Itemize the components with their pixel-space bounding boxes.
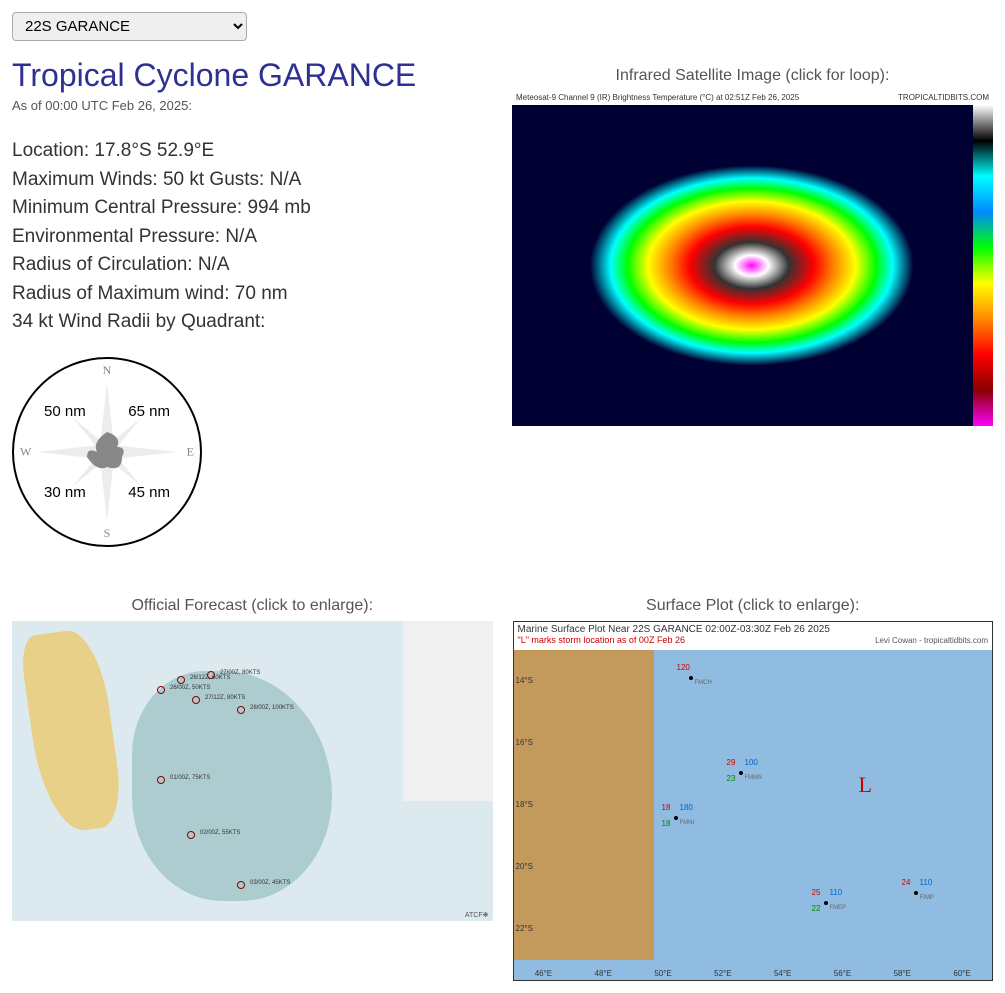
forecast-point: 27/00Z, 80KTS <box>207 671 215 679</box>
forecast-point-label: 03/00Z, 45KTS <box>250 880 290 886</box>
quad-ne-value: 65 nm <box>128 403 170 420</box>
satellite-image-header: Meteosat-9 Channel 9 (IR) Brightness Tem… <box>512 91 993 105</box>
satellite-section-title: Infrared Satellite Image (click for loop… <box>512 67 993 85</box>
forecast-point: 27/12Z, 80KTS <box>192 696 200 704</box>
forecast-cone <box>132 671 332 901</box>
axis-tick: 18°S <box>516 800 533 809</box>
hurricane-icon <box>82 427 132 477</box>
surface-image[interactable]: Marine Surface Plot Near 22S GARANCE 02:… <box>513 621 994 981</box>
forecast-point: 26/00Z, 50KTS <box>157 686 165 694</box>
surface-image-header: Marine Surface Plot Near 22S GARANCE 02:… <box>514 622 993 650</box>
forecast-point-label: 26/00Z, 50KTS <box>170 685 210 691</box>
forecast-point-label: 02/00Z, 55KTS <box>200 830 240 836</box>
forecast-image[interactable]: JTWC 26/00Z, 50KTS26/12Z, 60KTS27/00Z, 8… <box>12 621 493 921</box>
surface-x-axis: 46°E 48°E 50°E 52°E 54°E 56°E 58°E 60°E <box>514 969 993 978</box>
stat-radius-max-wind: Radius of Maximum wind: 70 nm <box>12 280 492 309</box>
forecast-landmass <box>18 626 125 835</box>
storm-stats: Location: 17.8°S 52.9°E Maximum Winds: 5… <box>12 137 492 337</box>
stat-radius-circ: Radius of Circulation: N/A <box>12 251 492 280</box>
axis-tick: 54°E <box>774 969 791 978</box>
satellite-colorbar <box>973 105 993 426</box>
satellite-image-body <box>512 105 973 426</box>
forecast-point-label: 01/00Z, 75KTS <box>170 775 210 781</box>
stat-min-pressure: Minimum Central Pressure: 994 mb <box>12 194 492 223</box>
forecast-point: 26/12Z, 60KTS <box>177 676 185 684</box>
storm-l-marker: L <box>859 772 872 798</box>
forecast-point-label: 27/12Z, 80KTS <box>205 695 245 701</box>
stat-wind-radii-label: 34 kt Wind Radii by Quadrant: <box>12 308 492 337</box>
satellite-header-left: Meteosat-9 Channel 9 (IR) Brightness Tem… <box>516 93 799 103</box>
axis-tick: 46°E <box>535 969 552 978</box>
surface-title: Marine Surface Plot Near 22S GARANCE 02:… <box>518 624 989 635</box>
forecast-column: Official Forecast (click to enlarge): JT… <box>12 587 493 981</box>
surface-column: Surface Plot (click to enlarge): Marine … <box>513 587 994 981</box>
compass-e-label: E <box>187 444 194 459</box>
main-container: Tropical Cyclone GARANCE As of 00:00 UTC… <box>12 57 993 557</box>
timestamp: As of 00:00 UTC Feb 26, 2025: <box>12 98 492 113</box>
axis-tick: 16°S <box>516 738 533 747</box>
axis-tick: 52°E <box>714 969 731 978</box>
forecast-section-title: Official Forecast (click to enlarge): <box>12 597 493 615</box>
forecast-point-label: 28/00Z, 100KTS <box>250 705 294 711</box>
compass-w-label: W <box>20 444 31 459</box>
wind-radii-compass: N S E W 50 nm 65 nm 30 nm 45 nm <box>12 357 212 557</box>
axis-tick: 50°E <box>654 969 671 978</box>
quad-sw-value: 30 nm <box>44 484 86 501</box>
stat-location: Location: 17.8°S 52.9°E <box>12 137 492 166</box>
axis-tick: 56°E <box>834 969 851 978</box>
bottom-row: Official Forecast (click to enlarge): JT… <box>12 587 993 981</box>
quad-nw-value: 50 nm <box>44 403 86 420</box>
page-title: Tropical Cyclone GARANCE <box>12 57 492 94</box>
stat-env-pressure: Environmental Pressure: N/A <box>12 223 492 252</box>
quad-se-value: 45 nm <box>128 484 170 501</box>
compass-circle: N S E W 50 nm 65 nm 30 nm 45 nm <box>12 357 202 547</box>
forecast-point: 02/00Z, 55KTS <box>187 831 195 839</box>
surface-landmass <box>514 650 654 960</box>
forecast-legend <box>403 621 493 801</box>
surface-y-axis: 14°S 16°S 18°S 20°S 22°S <box>516 650 533 960</box>
axis-tick: 14°S <box>516 676 533 685</box>
stat-max-winds: Maximum Winds: 50 kt Gusts: N/A <box>12 166 492 195</box>
compass-n-label: N <box>103 363 112 378</box>
storm-selector[interactable]: 22S GARANCE <box>12 12 247 41</box>
right-column: Infrared Satellite Image (click for loop… <box>512 57 993 557</box>
axis-tick: 58°E <box>894 969 911 978</box>
left-column: Tropical Cyclone GARANCE As of 00:00 UTC… <box>12 57 492 557</box>
forecast-point-label: 27/00Z, 80KTS <box>220 670 260 676</box>
axis-tick: 48°E <box>595 969 612 978</box>
compass-s-label: S <box>104 526 111 541</box>
satellite-header-right: TROPICALTIDBITS.COM <box>898 93 989 103</box>
axis-tick: 20°S <box>516 862 533 871</box>
surface-section-title: Surface Plot (click to enlarge): <box>513 597 994 615</box>
satellite-image[interactable]: Meteosat-9 Channel 9 (IR) Brightness Tem… <box>512 91 993 426</box>
axis-tick: 60°E <box>953 969 970 978</box>
forecast-point: 28/00Z, 100KTS <box>237 706 245 714</box>
forecast-bottom-label: ATCF❋ <box>465 911 489 919</box>
surface-credit: Levi Cowan - tropicaltidbits.com <box>875 636 988 645</box>
forecast-point: 03/00Z, 45KTS <box>237 881 245 889</box>
forecast-point: 01/00Z, 75KTS <box>157 776 165 784</box>
axis-tick: 22°S <box>516 924 533 933</box>
